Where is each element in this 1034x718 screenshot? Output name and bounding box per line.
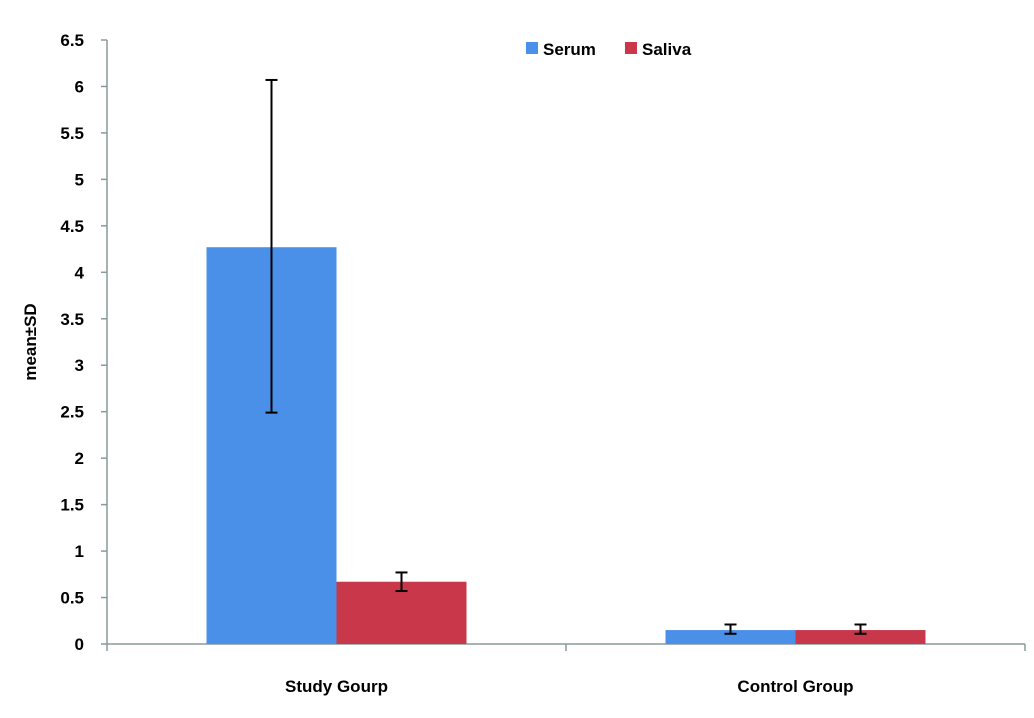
y-tick-label: 5.5 xyxy=(60,124,84,143)
y-tick-label: 6 xyxy=(75,77,84,96)
y-tick-label: 3 xyxy=(75,356,84,375)
y-tick-label: 3.5 xyxy=(60,310,84,329)
y-tick-label: 1.5 xyxy=(60,496,84,515)
y-tick-label: 2 xyxy=(75,449,84,468)
legend-label-serum: Serum xyxy=(543,40,596,59)
bar-saliva xyxy=(795,630,926,644)
y-tick-label: 6.5 xyxy=(60,31,84,50)
y-tick-label: 0.5 xyxy=(60,589,84,608)
y-tick-label: 0 xyxy=(75,635,84,654)
y-tick-label: 2.5 xyxy=(60,403,84,422)
x-tick-label: Control Group xyxy=(737,677,853,696)
y-tick-label: 4.5 xyxy=(60,217,84,236)
y-tick-label: 5 xyxy=(75,170,84,189)
bar-serum xyxy=(665,630,796,644)
legend-swatch-serum xyxy=(526,42,538,54)
bar-saliva xyxy=(336,581,467,644)
x-tick-label: Study Gourp xyxy=(285,677,388,696)
y-tick-label: 4 xyxy=(75,263,85,282)
legend-swatch-saliva xyxy=(625,42,637,54)
legend: Serum Saliva xyxy=(526,40,692,59)
legend-label-saliva: Saliva xyxy=(642,40,692,59)
y-tick-label: 1 xyxy=(75,542,84,561)
y-axis-label: mean±SD xyxy=(21,303,40,380)
